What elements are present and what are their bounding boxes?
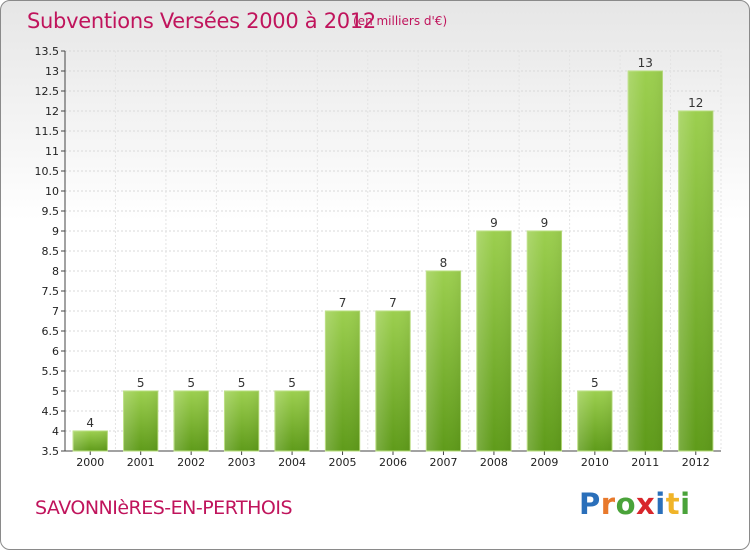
logo-letter: o [615, 487, 637, 521]
data-label: 7 [339, 296, 347, 310]
y-tick-label: 11 [45, 145, 59, 158]
y-tick-label: 10.5 [35, 165, 60, 178]
y-tick-label: 12.5 [35, 85, 60, 98]
bar-shine [73, 431, 108, 451]
data-label: 5 [187, 376, 195, 390]
data-label: 5 [137, 376, 145, 390]
x-tick-label: 2000 [76, 456, 104, 469]
data-label: 8 [440, 256, 448, 270]
y-tick-label: 9.5 [42, 205, 60, 218]
bar-shine [628, 71, 663, 451]
bar-shine [476, 231, 512, 451]
y-tick-label: 4.5 [42, 405, 60, 418]
bars [72, 70, 714, 452]
x-tick-label: 2007 [429, 456, 457, 469]
bar-shine [173, 391, 209, 451]
logo-letter: t [665, 487, 681, 521]
data-label: 4 [86, 416, 94, 430]
bar-shine [527, 231, 562, 451]
bar-shine [274, 391, 310, 451]
data-label: 5 [591, 376, 599, 390]
y-tick-label: 8 [52, 265, 59, 278]
proxiti-logo[interactable]: Proxiti [579, 487, 691, 521]
labels: 3.5 4 4.5 5 5.5 6 6.5 7 7.5 8 8.5 9 9.5 10 10.5 11 11.5 1… [35, 45, 710, 469]
x-tick-label: 2009 [530, 456, 558, 469]
y-tick-label: 5.5 [42, 365, 60, 378]
y-tick-label: 13.5 [35, 45, 60, 58]
logo-letter: i [655, 487, 666, 521]
bar-shine [375, 311, 411, 451]
bar-shine [224, 391, 259, 451]
logo-letter: P [579, 487, 601, 521]
x-tick-label: 2002 [177, 456, 205, 469]
data-label: 7 [389, 296, 397, 310]
y-tick-label: 4 [52, 425, 59, 438]
data-label: 9 [490, 216, 498, 230]
y-tick-label: 12 [45, 105, 59, 118]
y-tick-label: 11.5 [35, 125, 60, 138]
bar-shine [426, 271, 461, 451]
logo-letter: r [600, 487, 616, 521]
bar-shine [577, 391, 613, 451]
x-tick-label: 2005 [329, 456, 357, 469]
bar-shine [678, 111, 713, 451]
x-tick-label: 2010 [581, 456, 609, 469]
y-tick-label: 10 [45, 185, 59, 198]
y-tick-label: 8.5 [42, 245, 60, 258]
y-tick-label: 7.5 [42, 285, 60, 298]
data-label: 9 [541, 216, 549, 230]
data-label: 12 [688, 96, 703, 110]
y-tick-label: 9 [52, 225, 59, 238]
logo-letter: x [636, 487, 656, 521]
y-tick-label: 3.5 [42, 445, 60, 458]
chart-title: Subventions Versées 2000 à 2012 [27, 9, 376, 33]
commune-name: SAVONNIèRES-EN-PERTHOIS [35, 497, 293, 519]
x-tick-label: 2008 [480, 456, 508, 469]
y-tick-label: 7 [52, 305, 59, 318]
chart-subtitle: (en milliers d'€) [353, 14, 448, 28]
bar-shine [123, 391, 158, 451]
data-label: 13 [638, 56, 653, 70]
y-tick-label: 6.5 [42, 325, 60, 338]
data-label: 5 [288, 376, 296, 390]
logo-letter: i [680, 487, 691, 521]
y-tick-label: 13 [45, 65, 59, 78]
x-tick-label: 2012 [682, 456, 710, 469]
bar-shine [325, 311, 360, 451]
x-tick-label: 2011 [631, 456, 659, 469]
x-tick-label: 2003 [228, 456, 256, 469]
y-tick-label: 5 [52, 385, 59, 398]
data-label: 5 [238, 376, 246, 390]
x-tick-label: 2006 [379, 456, 407, 469]
x-tick-label: 2001 [127, 456, 155, 469]
y-tick-label: 6 [52, 345, 59, 358]
x-tick-label: 2004 [278, 456, 306, 469]
